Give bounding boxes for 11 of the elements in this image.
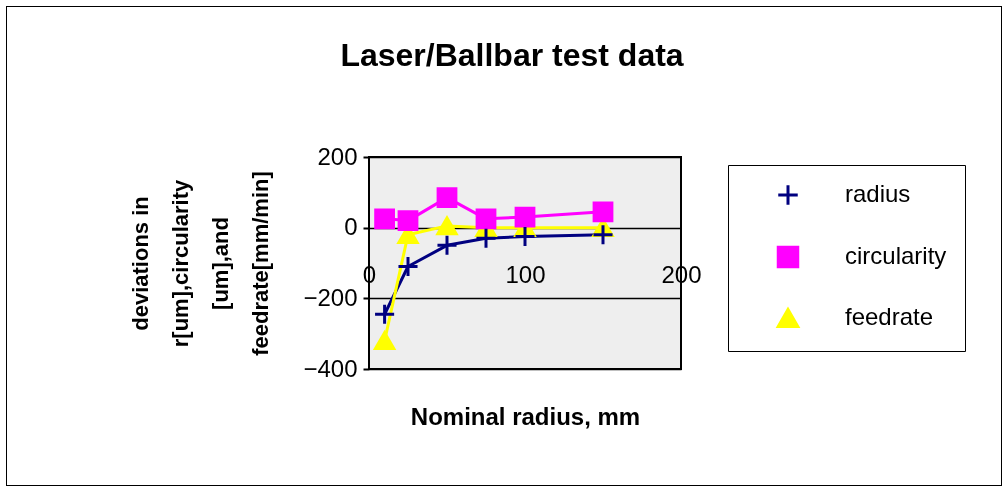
x-axis-title: Nominal radius, mm [410, 403, 641, 431]
legend-label: radius [845, 180, 911, 207]
y-tick-label: 200 [317, 142, 358, 170]
y-axis-title: deviations in r[um],circularity [um],and feedrate[mm/min] [128, 171, 274, 356]
x-tick-label: 100 [505, 261, 546, 289]
y-tick-label: −400 [303, 354, 358, 382]
y-tick-label: −200 [303, 283, 358, 311]
y-tick-label: 0 [344, 213, 358, 241]
legend-label: feedrate [845, 303, 934, 330]
legend-label: circularity [845, 242, 947, 269]
chart-title: Laser/Ballbar test data [340, 37, 684, 73]
